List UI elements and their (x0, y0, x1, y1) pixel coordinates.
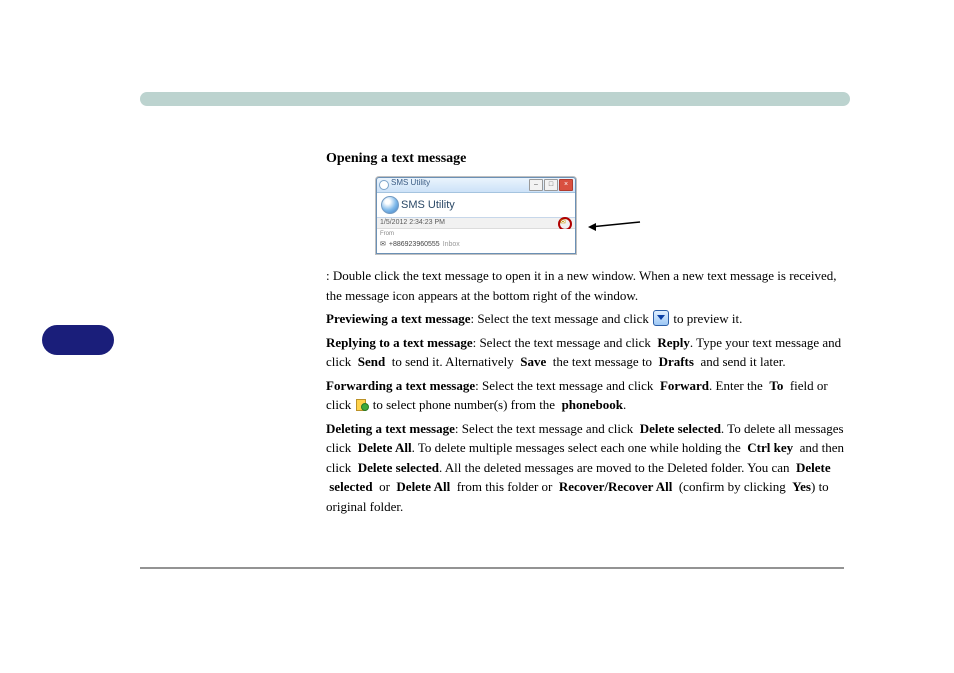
deleting-paragraph: Deleting a text message: Select the text… (326, 419, 844, 517)
side-tab (42, 325, 114, 355)
delete-selected-label: Delete selected (640, 421, 721, 436)
previewing-paragraph: Previewing a text message: Select the te… (326, 309, 844, 329)
envelope-icon: ✉ (380, 240, 386, 251)
rep-t1: : Select the text message and click (473, 335, 651, 350)
heading-forwarding: Forwarding a text message (326, 378, 475, 393)
replying-paragraph: Replying to a text message: Select the t… (326, 333, 844, 372)
content-area: Opening a text message SMS Utility ıl – … (326, 148, 844, 520)
send-label: Send (358, 354, 385, 369)
phonebook-label: phonebook (562, 397, 623, 412)
footer-rule (140, 567, 844, 569)
delete-all-label: Delete All (358, 440, 412, 455)
del-t3: . To delete multiple messages select eac… (412, 440, 741, 455)
phonebook-icon (356, 398, 369, 411)
header-rule (140, 92, 850, 106)
min-icon: – (529, 179, 543, 191)
del-from: from this folder or (457, 479, 553, 494)
forward-label: Forward (660, 378, 709, 393)
callout-arrow-icon (580, 219, 650, 239)
fwd-t4: to select phone number(s) from the (373, 397, 555, 412)
drafts-label: Drafts (659, 354, 694, 369)
selected-label: selected (329, 479, 372, 494)
screenshot-utility-label: SMS Utility (401, 197, 455, 214)
previewing-text-1: : Select the text message and click (471, 311, 649, 326)
heading-deleting: Deleting a text message (326, 421, 455, 436)
to-label: To (769, 378, 783, 393)
del-or: or (379, 479, 390, 494)
previewing-text-2: to preview it. (673, 311, 742, 326)
sms-utility-screenshot: SMS Utility ıl – □ × SMS Utility 1/5/201… (376, 177, 576, 254)
heading-previewing: Previewing a text message (326, 311, 471, 326)
screenshot-title: SMS Utility (391, 177, 430, 189)
del-confirm: (confirm by clicking (679, 479, 786, 494)
del-t1: : Select the text message and click (455, 421, 633, 436)
list-number: +886923960555 (389, 240, 440, 251)
fwd-t5: . (623, 397, 626, 412)
delete-selected-label-2: Delete selected (358, 460, 439, 475)
rep-t4: the text message to (553, 354, 652, 369)
list-status: Inbox (443, 240, 460, 251)
opening-text: : Double click the text message to open … (326, 268, 836, 303)
max-icon: □ (544, 179, 558, 191)
globe-icon (381, 196, 399, 214)
reply-label: Reply (657, 335, 690, 350)
rep-t5: and send it later. (700, 354, 785, 369)
save-label: Save (520, 354, 546, 369)
screenshot-date: 1/5/2012 2:34:23 PM (380, 219, 445, 226)
list-header: From (380, 230, 572, 239)
heading-replying: Replying to a text message (326, 335, 473, 350)
opening-paragraph: : Double click the text message to open … (326, 266, 844, 305)
ctrl-key-label: Ctrl key (747, 440, 793, 455)
delete-label: Delete (796, 460, 831, 475)
rep-t3: to send it. Alternatively (392, 354, 514, 369)
heading-opening: Opening a text message (326, 148, 844, 169)
delete-all-label-2: Delete All (396, 479, 450, 494)
preview-dropdown-icon (653, 310, 669, 326)
recover-label: Recover/Recover All (559, 479, 672, 494)
fwd-t2: . Enter the (709, 378, 763, 393)
fwd-t1: : Select the text message and click (475, 378, 653, 393)
close-icon: × (559, 179, 573, 191)
del-t5: . All the deleted messages are moved to … (439, 460, 790, 475)
yes-label: Yes (792, 479, 811, 494)
forwarding-paragraph: Forwarding a text message: Select the te… (326, 376, 844, 415)
